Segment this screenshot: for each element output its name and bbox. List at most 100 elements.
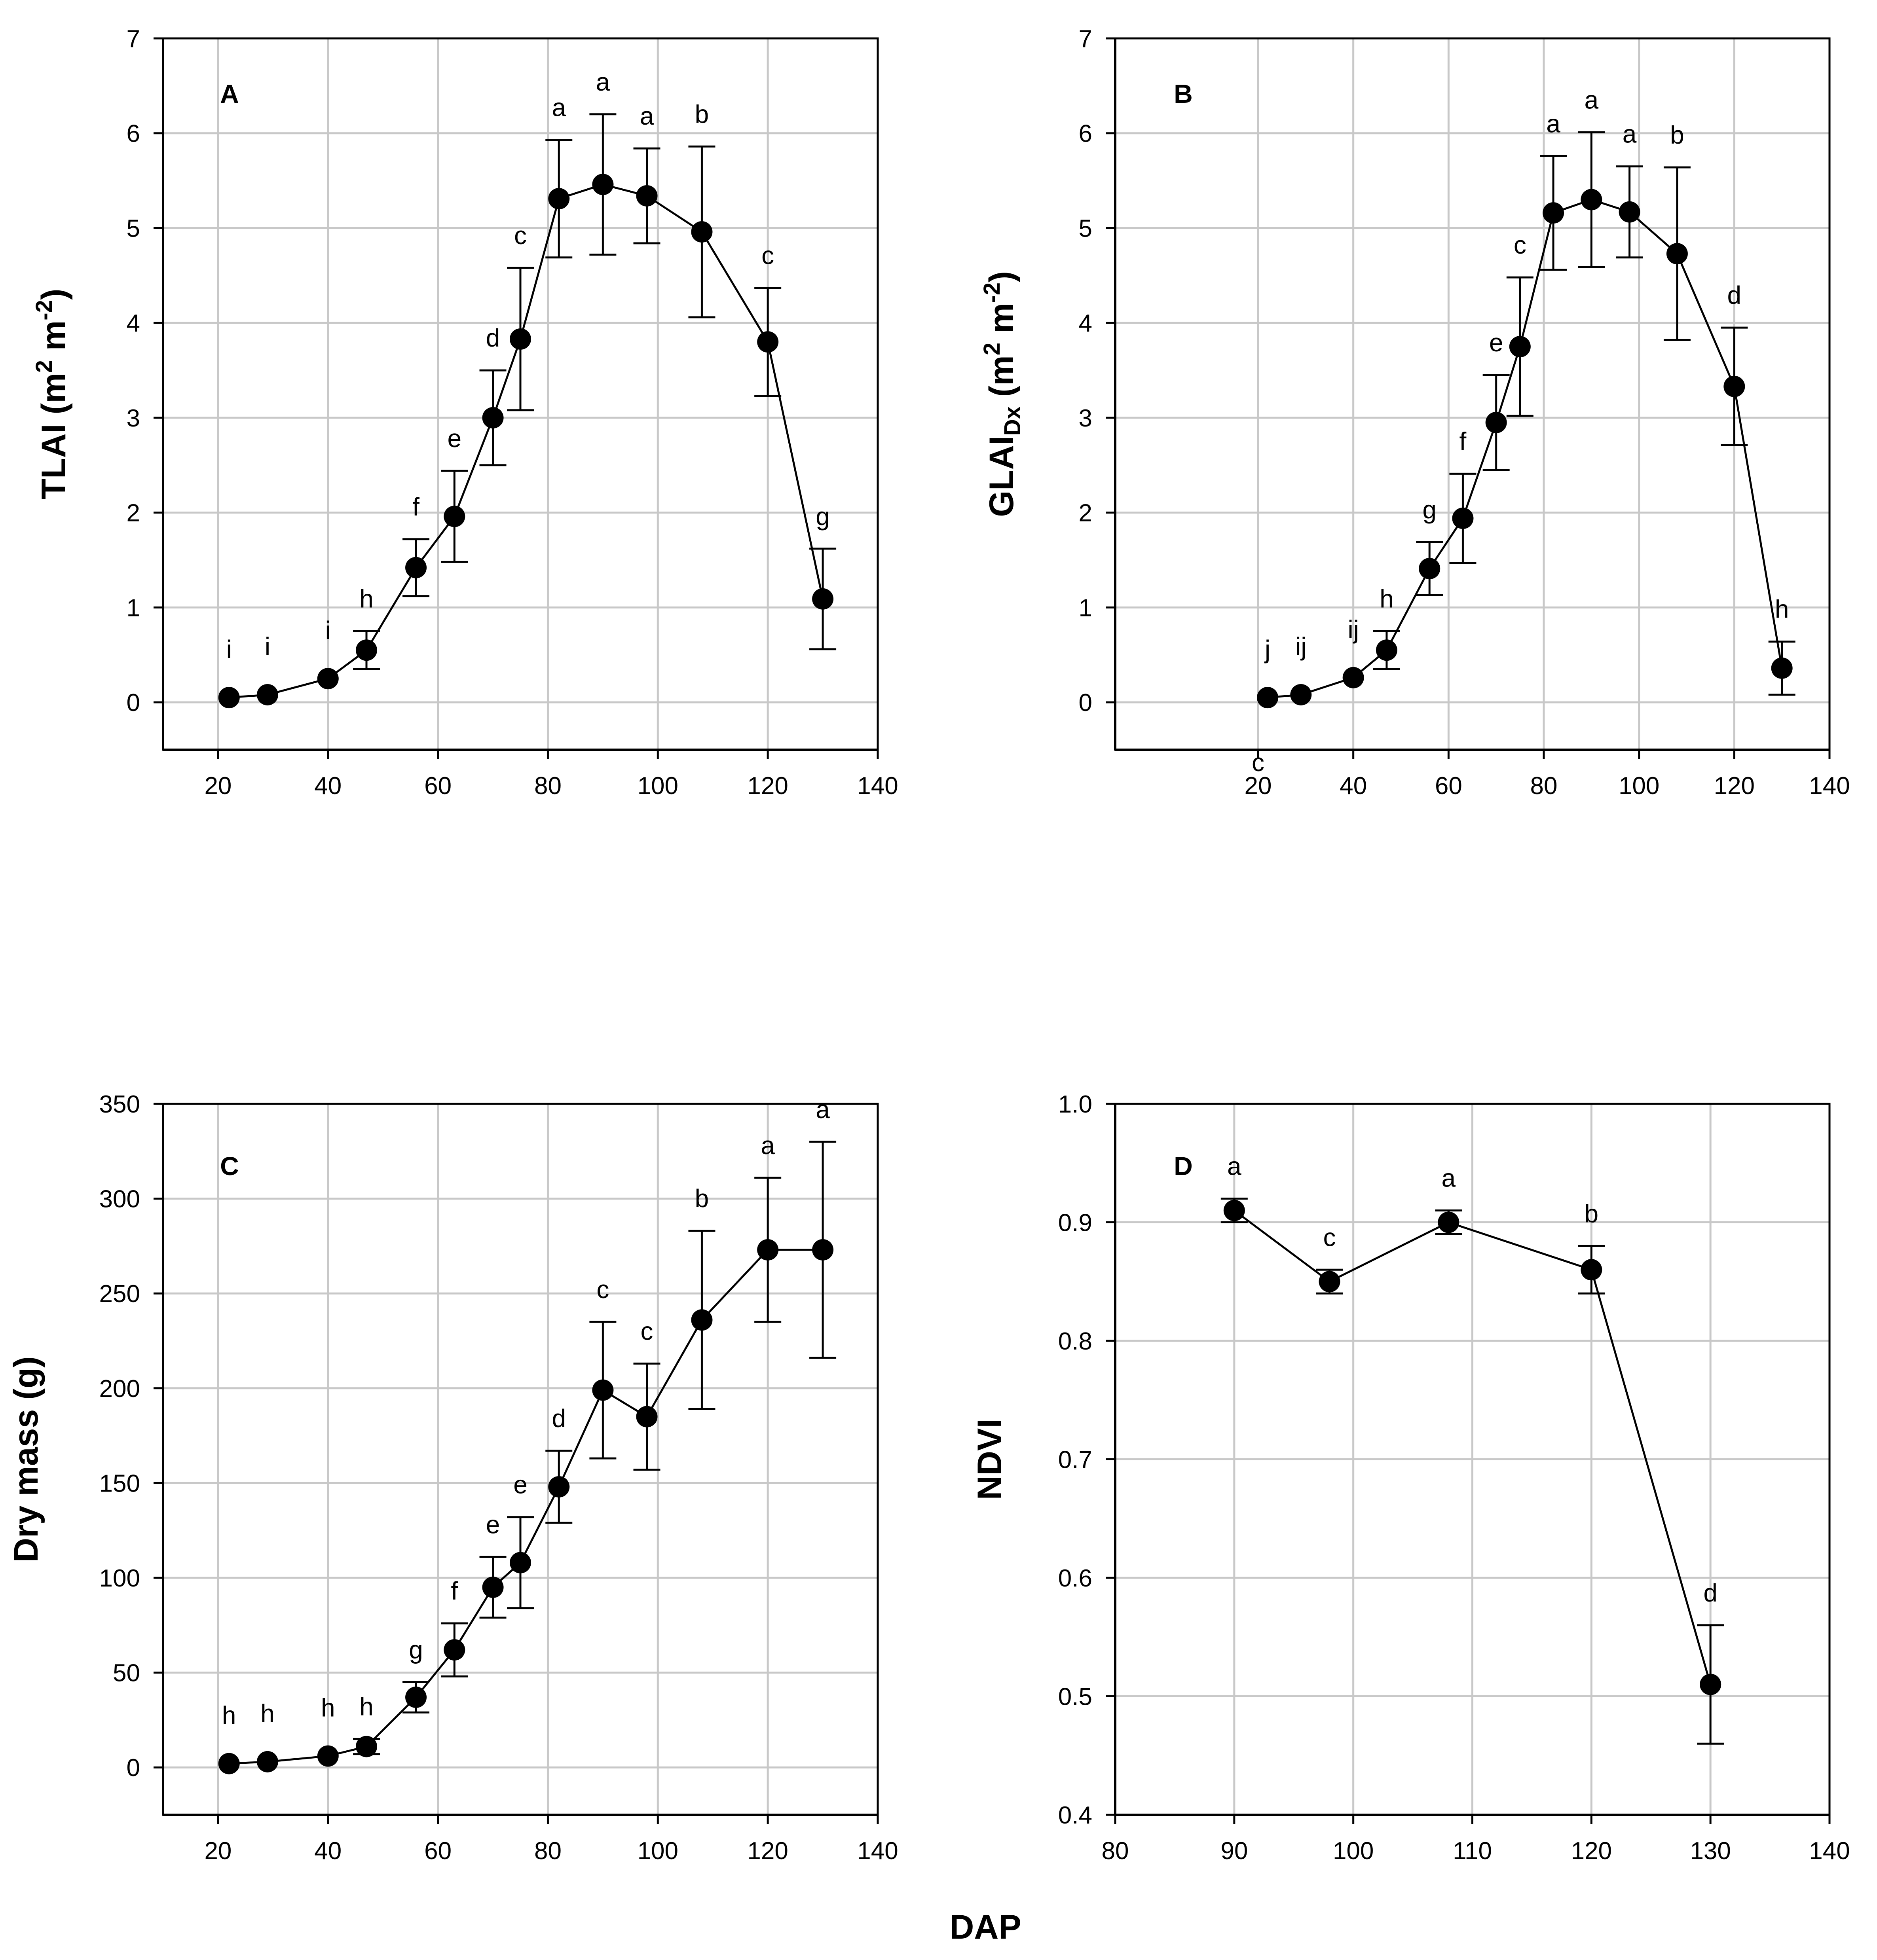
panel-b-xtick-label-2: 60	[1435, 772, 1462, 800]
panel-c-ytick-label-6: 300	[99, 1186, 140, 1213]
panel-d-sig-letter-0: a	[1227, 1152, 1241, 1181]
panel-b-ytick-label-7: 7	[1079, 25, 1092, 53]
panel-d-tag: D	[1174, 1151, 1193, 1181]
panel-a-xtick-label-1: 40	[314, 772, 342, 800]
panel-b-point-11	[1666, 243, 1688, 265]
panel-b-point-1	[1290, 684, 1312, 705]
panel-c-point-11	[691, 1309, 713, 1331]
panel-a-ytick-label-7: 7	[127, 25, 140, 53]
panel-d-xtick-label-3: 110	[1453, 1837, 1492, 1865]
panel-d-xtick-label-1: 90	[1220, 1837, 1248, 1865]
panel-b-point-8	[1543, 202, 1564, 224]
panel-a-ytick-label-6: 6	[127, 120, 140, 148]
panel-c-point-12	[757, 1239, 779, 1261]
panel-a-tlai: 20 40 60 80 100 120 140 0 1 2 3 4 5 6 7 A TLAI (m2 m-2) i…	[31, 25, 898, 800]
panel-c-sig-letter-2: h	[321, 1693, 335, 1722]
panel-a-sig-letter-4: f	[412, 493, 419, 521]
panel-c-ytick-label-3: 150	[99, 1470, 140, 1497]
panel-c-point-3	[356, 1736, 378, 1757]
panel-a-ytick-label-4: 4	[127, 310, 140, 337]
panel-a-point-6	[482, 407, 504, 428]
panel-a-point-0	[218, 687, 240, 709]
panel-c-ytick-label-0: 0	[127, 1754, 140, 1782]
panel-a-tag: A	[220, 79, 239, 108]
panel-a-point-2	[317, 668, 339, 690]
panel-b-ytick-label-5: 5	[1079, 215, 1092, 242]
panel-b-ytick-label-4: 4	[1079, 310, 1092, 337]
panel-a-sig-letter-3: h	[359, 584, 374, 613]
panel-d-ndvi: 80 90 100 110 120 130 140 0.4 0.5 0.6 0.7 0.8 0.9 1.0…	[971, 1091, 1850, 1865]
panel-c-point-1	[256, 1751, 278, 1772]
panel-b-point-3	[1376, 639, 1397, 661]
panel-c-point-7	[510, 1552, 531, 1573]
panel-c-point-9	[592, 1379, 614, 1401]
panel-b-sig-letter-13: h	[1775, 595, 1789, 624]
panel-c-sig-letter-9: c	[596, 1275, 609, 1304]
panel-d-point-4	[1700, 1674, 1721, 1695]
panel-c-sig-letter-13: a	[816, 1095, 830, 1124]
panel-d-point-3	[1581, 1259, 1602, 1281]
panel-d-xtick-label-0: 80	[1102, 1837, 1129, 1865]
panel-b-xtick-label-1: 40	[1340, 772, 1367, 800]
panel-a-point-8	[548, 188, 570, 210]
panel-b-point-6	[1485, 411, 1507, 433]
panel-a-sig-letter-12: c	[761, 241, 774, 269]
panel-b-sig-letter-11: b	[1670, 121, 1684, 149]
panel-a-sig-letter-8: a	[552, 93, 566, 122]
panel-c-sig-letter-11: b	[695, 1184, 709, 1213]
panel-b-xtick-label-3: 80	[1530, 772, 1558, 800]
panel-c-sig-letter-0: h	[222, 1701, 236, 1730]
panel-c-point-4	[405, 1686, 427, 1708]
panel-a-point-9	[592, 174, 614, 195]
panel-d-ytick-label-2: 0.6	[1058, 1565, 1092, 1592]
panel-c-tag: C	[220, 1151, 239, 1181]
panel-d-point-2	[1438, 1211, 1459, 1233]
panel-b-sig-letter-0: j	[1264, 635, 1270, 663]
panel-b-point-7	[1509, 336, 1531, 358]
panel-b-xtick-label-6: 140	[1809, 772, 1850, 800]
panel-b-xtick-label-0: 20	[1245, 772, 1272, 800]
panel-a-xtick-label-2: 60	[424, 772, 452, 800]
panel-a-ytick-label-5: 5	[127, 215, 140, 242]
panel-b-sig-letter-7: c	[1514, 231, 1526, 259]
panel-a-ytick-label-2: 2	[127, 500, 140, 527]
panel-a-ytick-label-1: 1	[127, 594, 140, 622]
panel-c-series-line	[229, 1249, 823, 1765]
panel-d-ytick-label-4: 0.8	[1058, 1328, 1092, 1355]
panel-b-series-line	[1267, 198, 1783, 699]
panel-c-xtick-label-1: 40	[314, 1837, 342, 1865]
panel-b-sig-letter-9: a	[1585, 85, 1599, 114]
panel-a-sig-letter-2: i	[325, 616, 331, 644]
panel-c-sig-letter-10: c	[641, 1317, 653, 1346]
panel-b-sig-letter-2: ij	[1347, 615, 1359, 644]
panel-c-sig-letter-8: d	[552, 1404, 566, 1433]
panel-d-ytick-label-3: 0.7	[1058, 1446, 1092, 1474]
panel-b-point-10	[1619, 201, 1640, 223]
panel-d-xtick-label-5: 130	[1690, 1837, 1731, 1865]
panel-c-sig-letter-5: f	[451, 1577, 458, 1605]
panel-c-sig-letter-6: e	[486, 1510, 500, 1539]
panel-b-point-13	[1771, 657, 1793, 679]
panel-a-sig-letter-1: i	[265, 632, 270, 661]
panel-a-point-3	[356, 639, 378, 661]
panel-d-y-axis-label: NDVI	[971, 1419, 1009, 1500]
panel-a-sig-letter-0: i	[226, 635, 232, 663]
panel-b-sig-letter-12: d	[1727, 281, 1742, 309]
panel-c-point-10	[636, 1406, 658, 1427]
panel-b-ytick-label-2: 2	[1079, 500, 1092, 527]
panel-b-tag: B	[1174, 79, 1193, 108]
panel-c-ytick-label-5: 250	[99, 1280, 140, 1308]
panel-a-y-axis-label: TLAI (m2 m-2)	[31, 289, 73, 500]
panel-b-sig-letter-1: ij	[1295, 632, 1306, 661]
panel-d-ytick-label-0: 0.4	[1058, 1802, 1092, 1829]
panel-c-xtick-label-5: 120	[747, 1837, 788, 1865]
panel-c-dry-mass: 20 40 60 80 100 120 140 0 50 100 150 200 250 300 350 C D…	[7, 1091, 898, 1865]
panel-a-xtick-label-6: 140	[857, 772, 898, 800]
panel-b-sig-letter-3: h	[1380, 584, 1394, 613]
panel-a-point-13	[812, 588, 834, 610]
panel-c-ytick-label-4: 200	[99, 1375, 140, 1403]
panel-b-ytick-label-0: 0	[1079, 689, 1092, 717]
panel-d-xtick-label-4: 120	[1571, 1837, 1612, 1865]
panel-b-point-4	[1419, 558, 1440, 580]
panel-d-ytick-label-1: 0.5	[1058, 1683, 1092, 1711]
